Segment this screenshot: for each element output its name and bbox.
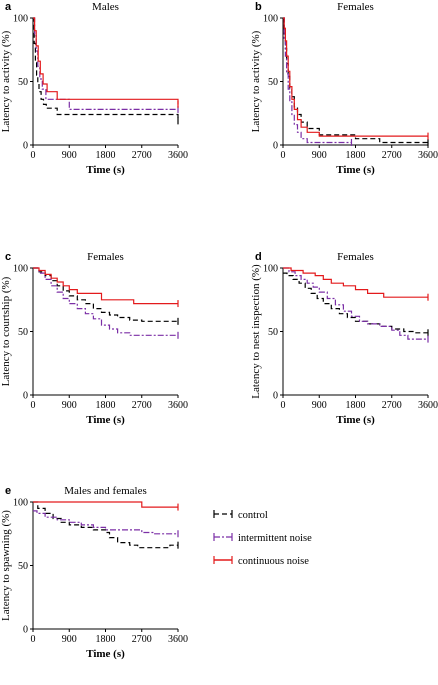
chart-panels: a Males 0 50 100 0 900 1800 2700 3600 Time (s) Late…: [0, 1, 438, 660]
x-tick-label: 1800: [96, 634, 116, 645]
series-line-continuous: [283, 267, 428, 298]
y-axis-label: Latency to courtship (%): [0, 276, 12, 386]
x-tick-label: 0: [31, 150, 36, 161]
x-axis-label: Time (s): [336, 414, 375, 426]
y-tick-label: 50: [268, 327, 278, 338]
y-tick-label: 0: [273, 391, 278, 402]
series-line-control: [283, 17, 428, 144]
x-tick-label: 1800: [346, 150, 366, 161]
panel-b: b Females 0 50 100 0 900 1800 2700 3600 Time (s) La…: [250, 1, 438, 176]
x-tick-label: 0: [281, 400, 286, 411]
y-tick-label: 100: [13, 498, 28, 509]
legend-label-continuous: continuous noise: [238, 556, 309, 567]
legend-label-intermittent: intermittent noise: [238, 533, 312, 544]
panel-title: Females: [337, 251, 374, 263]
panel-title: Males and females: [64, 485, 146, 497]
legend-item-control: control: [213, 510, 268, 521]
panel-a: a Males 0 50 100 0 900 1800 2700 3600 Time (s) Late…: [0, 1, 188, 176]
y-tick-label: 50: [18, 77, 28, 88]
x-tick-label: 3600: [168, 150, 188, 161]
y-axis-label: Latency to spawning (%): [0, 510, 12, 621]
series-line-continuous: [33, 17, 179, 105]
y-axis-label: Latency to activity (%): [0, 30, 12, 132]
y-tick-label: 0: [273, 141, 278, 152]
x-tick-label: 3600: [418, 400, 438, 411]
x-tick-label: 900: [312, 150, 327, 161]
x-tick-label: 900: [62, 150, 77, 161]
series-line-control: [283, 272, 428, 334]
y-tick-label: 0: [23, 625, 28, 636]
x-tick-label: 0: [31, 400, 36, 411]
y-axis-label: Latency to activity (%): [250, 30, 262, 132]
panel-d: d Females 0 50 100 0 900 1800 2700 3600 Time (s) La…: [250, 251, 438, 426]
x-tick-label: 2700: [382, 400, 402, 411]
x-tick-label: 2700: [382, 150, 402, 161]
x-tick-label: 3600: [168, 634, 188, 645]
panel-title: Females: [337, 1, 374, 13]
legend-label-control: control: [238, 510, 268, 521]
y-tick-label: 0: [23, 391, 28, 402]
legend-item-continuous: continuous noise: [213, 556, 309, 567]
y-tick-label: 50: [18, 327, 28, 338]
legend-item-intermittent: intermittent noise: [213, 533, 312, 544]
x-tick-label: 1800: [96, 400, 116, 411]
y-tick-label: 0: [23, 141, 28, 152]
panel-e: e Males and females 0 50 100 0 900 1800 2700 3600…: [0, 485, 188, 660]
panel-title: Females: [87, 251, 124, 263]
y-tick-label: 100: [263, 14, 278, 25]
series-line-intermittent: [33, 510, 178, 535]
x-tick-label: 0: [281, 150, 286, 161]
x-tick-label: 2700: [132, 634, 152, 645]
panel-letter: e: [5, 485, 11, 497]
series-line-intermittent: [283, 17, 352, 144]
x-tick-label: 900: [312, 400, 327, 411]
panel-title: Males: [92, 1, 119, 13]
panel-letter: b: [255, 1, 262, 13]
legend: control intermittent noise continuous no…: [213, 510, 312, 567]
y-tick-label: 50: [18, 561, 28, 572]
x-tick-label: 3600: [418, 150, 438, 161]
series-line-control: [33, 267, 178, 322]
x-tick-label: 2700: [132, 400, 152, 411]
x-tick-label: 900: [62, 634, 77, 645]
x-tick-label: 3600: [168, 400, 188, 411]
x-tick-label: 1800: [96, 150, 116, 161]
series-line-continuous: [33, 501, 178, 508]
x-axis-label: Time (s): [86, 648, 125, 660]
panel-letter: c: [5, 251, 11, 263]
panel-c: c Females 0 50 100 0 900 1800 2700 3600 Time (s) La…: [0, 251, 188, 426]
y-axis-label: Latency to nest inspection (%): [250, 264, 262, 399]
series-line-continuous: [283, 17, 428, 137]
y-tick-label: 100: [263, 264, 278, 275]
series-line-control: [33, 17, 179, 121]
x-tick-label: 2700: [132, 150, 152, 161]
series-line-control: [33, 501, 178, 549]
x-axis-label: Time (s): [86, 414, 125, 426]
series-line-intermittent: [33, 267, 178, 336]
x-axis-label: Time (s): [86, 164, 125, 176]
y-tick-label: 100: [13, 264, 28, 275]
x-axis-label: Time (s): [336, 164, 375, 176]
panel-letter: a: [5, 1, 12, 13]
series-line-intermittent: [283, 267, 428, 340]
y-tick-label: 50: [268, 77, 278, 88]
x-tick-label: 1800: [346, 400, 366, 411]
x-tick-label: 0: [31, 634, 36, 645]
panel-letter: d: [255, 251, 262, 263]
series-line-intermittent: [33, 17, 178, 110]
series-line-continuous: [33, 267, 178, 305]
x-tick-label: 900: [62, 400, 77, 411]
y-tick-label: 100: [13, 14, 28, 25]
